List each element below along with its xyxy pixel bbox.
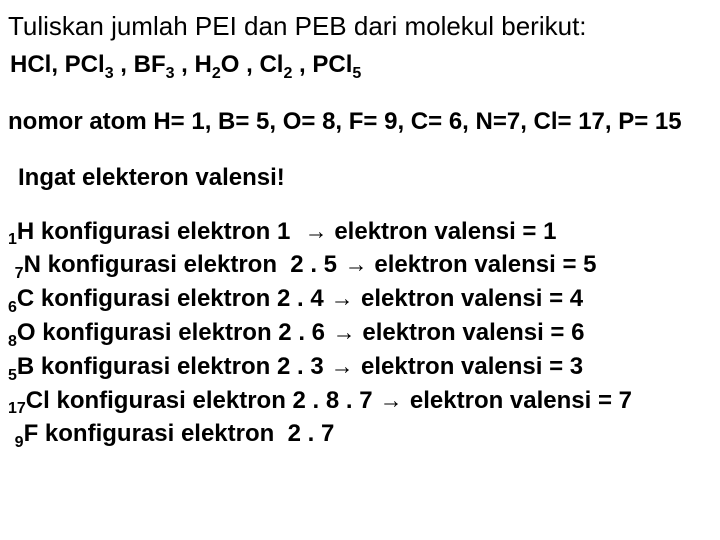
config-line: 7N konfigurasi elektron 2 . 5 → elektron… — [8, 250, 712, 284]
electron-config-block: 1H konfigurasi elektron 1 → elektron val… — [8, 217, 712, 454]
atomic-number-subscript: 6 — [8, 298, 17, 318]
element-symbol: B — [17, 353, 34, 380]
element-symbol: F — [24, 420, 39, 447]
atomic-number-subscript: 1 — [8, 230, 17, 250]
subscript: 5 — [352, 64, 361, 81]
molecule-item: PCl5 — [312, 51, 361, 78]
config-line: 8O konfigurasi elektron 2 . 6 → elektron… — [8, 318, 712, 352]
element-symbol: N — [24, 251, 41, 278]
config-line: 17Cl konfigurasi elektron 2 . 8 . 7 → el… — [8, 386, 712, 420]
element-symbol: O — [17, 319, 36, 346]
arrow-icon: → — [380, 386, 403, 416]
element-symbol: Cl — [26, 387, 50, 414]
molecule-item: Cl2 , — [259, 51, 305, 78]
config-line: 9F konfigurasi elektron 2 . 7 — [8, 419, 712, 453]
arrow-icon: → — [304, 217, 327, 247]
atomic-numbers-line: nomor atom H= 1, B= 5, O= 8, F= 9, C= 6,… — [8, 106, 712, 138]
config-line: 1H konfigurasi elektron 1 → elektron val… — [8, 217, 712, 251]
molecule-item: PCl3 , — [65, 51, 127, 78]
atomic-number-subscript: 17 — [8, 399, 26, 419]
subscript: 2 — [212, 64, 221, 81]
config-line: 5B konfigurasi elektron 2 . 3 → elektron… — [8, 352, 712, 386]
atomic-number-subscript: 9 — [15, 433, 24, 453]
molecule-item: H2O , — [195, 51, 253, 78]
config-line: 6C konfigurasi elektron 2 . 4 → elektron… — [8, 284, 712, 318]
arrow-icon: → — [344, 250, 367, 280]
atomic-number-subscript: 7 — [15, 264, 24, 284]
arrow-icon: → — [331, 284, 354, 314]
atomic-number-subscript: 5 — [8, 366, 17, 386]
subscript: 3 — [166, 64, 175, 81]
arrow-icon: → — [332, 318, 355, 348]
subscript: 2 — [283, 64, 292, 81]
element-symbol: C — [17, 285, 34, 312]
atomic-number-subscript: 8 — [8, 332, 17, 352]
molecule-item: BF3 , — [134, 51, 188, 78]
document-page: Tuliskan jumlah PEI dan PEB dari molekul… — [0, 0, 720, 540]
subscript: 3 — [105, 64, 114, 81]
page-title: Tuliskan jumlah PEI dan PEB dari molekul… — [8, 10, 712, 43]
arrow-icon: → — [331, 352, 354, 382]
molecule-list: HCl, PCl3 , BF3 , H2O , Cl2 , PCl5 — [10, 49, 712, 84]
remember-line: Ingat elekteron valensi! — [18, 162, 712, 194]
element-symbol: H — [17, 218, 34, 245]
molecule-item: HCl, — [10, 51, 58, 78]
